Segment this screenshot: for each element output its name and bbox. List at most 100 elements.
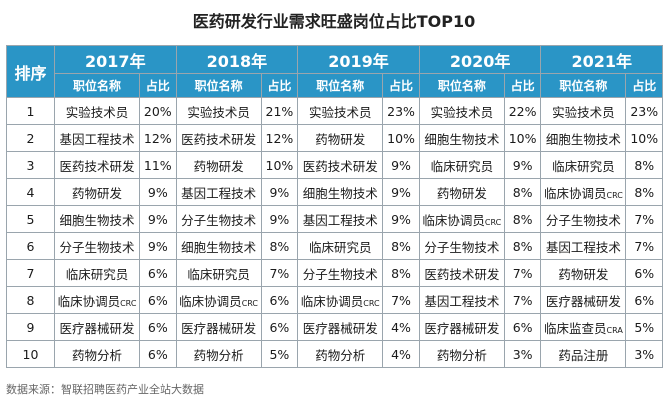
position-name: 细胞生物技术: [302, 185, 378, 201]
position-name: 细胞生物技术: [59, 212, 135, 228]
position-name: 细胞生物技术: [545, 131, 621, 147]
position-name: 医疗器械研发: [424, 320, 500, 336]
position-name: 医疗器械研发: [59, 320, 135, 336]
share-cell: 4%: [382, 313, 420, 341]
share-cell: 9%: [382, 151, 420, 179]
share-header: 占比: [625, 73, 664, 98]
position-cell: 医疗器械研发: [175, 313, 262, 341]
position-name: 临床协调员: [544, 185, 607, 201]
position-abbrev: CRC: [363, 298, 380, 308]
position-abbrev: CRC: [120, 298, 137, 308]
share-cell: 7%: [382, 286, 420, 314]
rank-cell: 3: [6, 151, 55, 179]
table-row: 4 药物研发 9% 基因工程技术 9% 细胞生物技术 9% 药物研发 8% 临床协调员CRC 8%: [6, 178, 664, 206]
rank-cell: 8: [6, 286, 55, 314]
position-name: 药物分析: [193, 347, 244, 363]
position-name: 实验技术员: [430, 104, 494, 120]
position-name: 基因工程技术: [424, 293, 500, 309]
share-cell: 7%: [625, 232, 664, 260]
position-cell: 药物分析: [418, 340, 505, 368]
position-cell: 药物研发: [54, 178, 140, 206]
share-cell: 9%: [139, 205, 177, 233]
share-cell: 3%: [503, 340, 542, 368]
position-cell: 实验技术员: [54, 97, 140, 125]
share-cell: 11%: [139, 151, 177, 179]
position-name: 药物分析: [436, 347, 487, 363]
position-name: 临床协调员: [300, 293, 364, 309]
share-cell: 9%: [260, 178, 299, 206]
position-name: 临床研究员: [430, 158, 494, 174]
share-cell: 10%: [625, 124, 664, 152]
position-abbrev: CRC: [606, 190, 623, 200]
position-name: 药物研发: [315, 131, 366, 147]
share-cell: 12%: [260, 124, 299, 152]
share-cell: 8%: [260, 232, 299, 260]
position-name: 临床监查员: [544, 320, 607, 336]
share-cell: 22%: [503, 97, 542, 125]
position-cell: 临床监查员CRA: [540, 313, 627, 341]
position-name: 实验技术员: [187, 104, 250, 120]
position-cell: 临床协调员CRC: [540, 178, 627, 206]
share-cell: 8%: [382, 232, 420, 260]
position-header: 职位名称: [418, 73, 505, 98]
position-name: 临床研究员: [187, 266, 250, 282]
position-cell: 分子生物技术: [54, 232, 140, 260]
share-cell: 21%: [260, 97, 299, 125]
position-name: 医药技术研发: [181, 131, 257, 147]
share-cell: 3%: [625, 340, 664, 368]
table-row: 5 细胞生物技术 9% 分子生物技术 9% 基因工程技术 9% 临床协调员CRC 8% 分子生物技…: [6, 205, 664, 233]
position-cell: 医疗器械研发: [297, 313, 384, 341]
share-cell: 9%: [139, 232, 177, 260]
position-name: 医疗器械研发: [302, 320, 378, 336]
share-cell: 6%: [139, 286, 177, 314]
position-cell: 医药技术研发: [297, 151, 384, 179]
position-cell: 医药技术研发: [54, 151, 140, 179]
share-cell: 8%: [503, 205, 542, 233]
position-cell: 药物分析: [54, 340, 140, 368]
position-cell: 基因工程技术: [297, 205, 384, 233]
share-cell: 6%: [139, 313, 177, 341]
position-name: 临床研究员: [65, 266, 129, 282]
share-cell: 7%: [503, 286, 542, 314]
position-name: 基因工程技术: [181, 185, 257, 201]
position-name: 医药技术研发: [302, 158, 378, 174]
position-header: 职位名称: [54, 73, 140, 98]
position-cell: 实验技术员: [175, 97, 262, 125]
position-name: 分子生物技术: [545, 212, 621, 228]
position-name: 细胞生物技术: [181, 239, 257, 255]
year-header-2017: 2017年: [54, 45, 177, 74]
position-name: 药物分析: [71, 347, 122, 363]
position-name: 医疗器械研发: [181, 320, 257, 336]
table-row: 2 基因工程技术 12% 医药技术研发 12% 药物研发 10% 细胞生物技术 10% 细胞生物技…: [6, 124, 664, 152]
position-name: 基因工程技术: [302, 212, 378, 228]
position-cell: 细胞生物技术: [297, 178, 384, 206]
position-name: 药物分析: [315, 347, 366, 363]
share-cell: 10%: [260, 151, 299, 179]
position-name: 医药技术研发: [59, 158, 135, 174]
position-name: 药物研发: [71, 185, 122, 201]
position-name: 临床协调员: [57, 293, 121, 309]
position-name: 细胞生物技术: [424, 131, 500, 147]
year-header-2020: 2020年: [418, 45, 542, 74]
share-cell: 6%: [260, 313, 299, 341]
share-cell: 6%: [139, 340, 177, 368]
position-name: 药物研发: [558, 266, 609, 282]
position-name: 药物研发: [193, 158, 244, 174]
share-cell: 6%: [503, 313, 542, 341]
position-cell: 分子生物技术: [540, 205, 627, 233]
position-cell: 医药技术研发: [418, 259, 505, 287]
share-cell: 9%: [139, 178, 177, 206]
share-header: 占比: [382, 73, 420, 98]
share-cell: 8%: [503, 232, 542, 260]
share-cell: 6%: [139, 259, 177, 287]
share-cell: 23%: [625, 97, 664, 125]
position-name: 临床协调员: [179, 293, 242, 309]
table-row: 8 临床协调员CRC 6% 临床协调员CRC 6% 临床协调员CRC 7% 基因工程技术 7% 医…: [6, 286, 664, 314]
position-name: 临床协调员: [422, 212, 485, 228]
share-cell: 9%: [503, 151, 542, 179]
position-name: 分子生物技术: [424, 239, 500, 255]
share-cell: 6%: [260, 286, 299, 314]
share-cell: 9%: [382, 205, 420, 233]
data-source-note: 数据来源：智联招聘医药产业全站大数据: [6, 383, 204, 396]
position-cell: 药物分析: [175, 340, 262, 368]
